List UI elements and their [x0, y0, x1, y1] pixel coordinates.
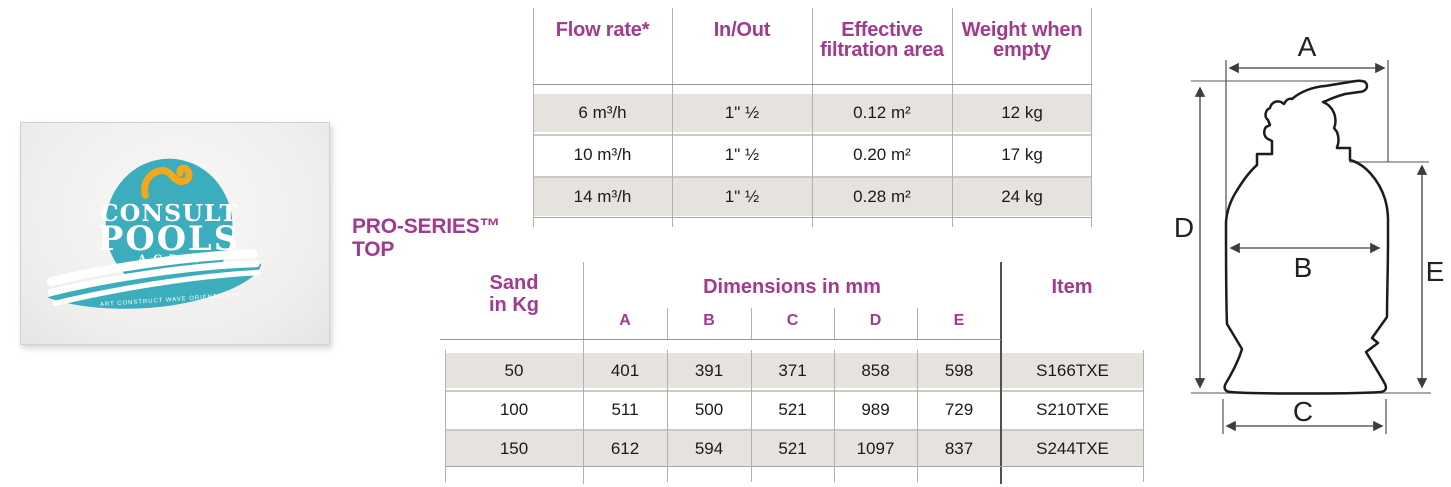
extension-lines — [1222, 60, 1389, 434]
table-bottom-line — [445, 466, 1144, 467]
item-column-divider — [1000, 262, 1002, 484]
column-divider — [812, 8, 813, 227]
table-border-left — [533, 8, 534, 227]
sub-column-divider — [751, 308, 752, 339]
column-header-sand: Sand in Kg — [445, 272, 583, 316]
table-cell: S244TXE — [1036, 438, 1109, 458]
table-cell: 12 kg — [1001, 103, 1043, 122]
table-cell: 598 — [944, 360, 974, 380]
sub-column-divider — [834, 308, 835, 339]
table-row: 50 401 391 371 858 598 S166TXE — [445, 353, 1144, 388]
column-divider — [751, 350, 752, 482]
table-row: 150 612 594 521 1097 837 S244TXE — [445, 431, 1144, 466]
filter-tank-outline — [1223, 79, 1390, 395]
table-cell: S210TXE — [1036, 399, 1109, 419]
product-series-title: PRO-SERIES™ TOP — [352, 215, 501, 261]
table-cell: 1097 — [856, 438, 895, 458]
column-divider — [952, 8, 953, 227]
column-divider — [917, 350, 918, 482]
column-group-header-dimensions: Dimensions in mm — [703, 276, 881, 298]
column-header-flow-rate: Flow rate* — [555, 19, 650, 41]
sub-column-divider — [667, 308, 668, 339]
dim-label-B: B — [1294, 252, 1313, 283]
header-divider-line — [533, 84, 1092, 85]
table-row: 100 511 500 521 989 729 S210TXE — [445, 392, 1144, 427]
series-variant: TOP — [352, 238, 395, 261]
logo-name-line3: A.C.D.D. — [137, 253, 200, 266]
table-cell: 1" ½ — [724, 187, 760, 206]
filter-dimension-diagram: A D B E C — [1174, 31, 1445, 434]
column-divider — [583, 262, 584, 484]
table-cell: 1" ½ — [724, 103, 760, 122]
dimensions-table-header: Sand in Kg Dimensions in mm A B C D E It… — [445, 262, 1144, 340]
logo-name-line1: CONSULT — [100, 199, 239, 227]
dim-label-C: C — [1293, 396, 1313, 427]
table-cell: 0.12 m² — [853, 103, 911, 122]
dimensions-table: Sand in Kg Dimensions in mm A B C D E It… — [440, 262, 1144, 487]
sand-header-line1: Sand — [489, 272, 539, 294]
table-cell: 500 — [694, 399, 724, 419]
table-cell: 150 — [499, 438, 529, 458]
logo-wave-icon — [141, 164, 193, 199]
logo-wave-line-3 — [52, 269, 261, 307]
dim-label-D: D — [1174, 212, 1194, 243]
table-cell: 24 kg — [1001, 187, 1043, 206]
column-header-weight: Weight when empty — [961, 19, 1083, 61]
table-cell: 521 — [778, 399, 807, 419]
table-cell: 100 — [499, 399, 529, 419]
column-divider — [834, 350, 835, 482]
dim-label-E: E — [1426, 256, 1445, 287]
table-cell: 837 — [944, 438, 974, 458]
column-header-in-out: In/Out — [713, 19, 771, 41]
sub-header-E: E — [953, 312, 965, 329]
table-cell: 17 kg — [1001, 145, 1043, 164]
header-divider-line — [440, 339, 1001, 340]
company-logo-panel: CONSULT POOLS A.C.D.D. ART CONSTRUCT WAV… — [20, 122, 330, 345]
table-cell: 391 — [694, 360, 724, 380]
column-header-item: Item — [1051, 276, 1093, 298]
sub-header-C: C — [786, 312, 799, 329]
sub-header-A: A — [619, 312, 631, 329]
table-cell: S166TXE — [1036, 360, 1109, 380]
logo-wave-line-1 — [46, 249, 258, 287]
table-cell: 858 — [861, 360, 890, 380]
column-divider — [667, 350, 668, 482]
sub-header-B: B — [703, 312, 715, 329]
table-cell: 10 m³/h — [573, 145, 632, 164]
logo-wave-line-2 — [47, 260, 260, 296]
dimensions-table-body: 50 401 391 371 858 598 S166TXE 100 511 500 521 989 7… — [445, 353, 1144, 466]
sub-column-divider — [917, 308, 918, 339]
flow-rate-table: Flow rate* In/Out Effective filtration a… — [533, 8, 1092, 227]
flow-table-header-row: Flow rate* In/Out Effective filtration a… — [533, 8, 1092, 84]
table-cell: 594 — [694, 438, 724, 458]
company-logo: CONSULT POOLS A.C.D.D. ART CONSTRUCT WAV… — [46, 158, 262, 309]
table-cell: 6 m³/h — [578, 103, 627, 122]
table-border-left — [445, 350, 446, 482]
sub-header-D: D — [869, 312, 882, 329]
dimension-lines — [1194, 62, 1428, 432]
logo-name-line2: POOLS — [98, 218, 240, 258]
table-row: 10 m³/h 1" ½ 0.20 m² 17 kg — [533, 136, 1092, 174]
column-divider — [672, 8, 673, 227]
table-cell: 989 — [861, 399, 890, 419]
table-cell: 0.20 m² — [853, 145, 911, 164]
table-cell: 14 m³/h — [573, 187, 632, 206]
dim-label-A: A — [1298, 31, 1317, 62]
table-cell: 401 — [610, 360, 640, 380]
table-cell: 50 — [504, 360, 524, 380]
table-cell: 612 — [610, 438, 640, 458]
table-cell: 0.28 m² — [853, 187, 911, 206]
column-header-filtration: Effective filtration area — [820, 19, 944, 61]
table-cell: 729 — [944, 399, 974, 419]
table-border-right — [1143, 350, 1144, 482]
sand-header-line2: in Kg — [489, 294, 539, 316]
table-cell: 511 — [611, 399, 639, 419]
table-border-right — [1091, 8, 1092, 227]
table-cell: 1" ½ — [724, 145, 760, 164]
table-cell: 371 — [778, 360, 807, 380]
series-name: PRO-SERIES™ — [352, 215, 501, 238]
table-cell: 521 — [778, 438, 807, 458]
table-bottom-line — [533, 217, 1092, 218]
